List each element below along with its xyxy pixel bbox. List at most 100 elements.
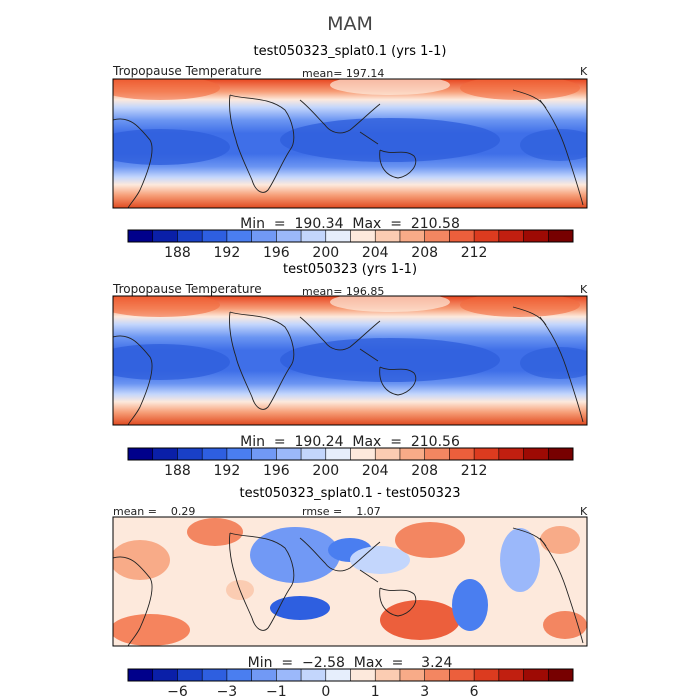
colorbar-swatch — [523, 669, 549, 681]
map-frame — [112, 78, 588, 209]
colorbar-tick-label: 192 — [214, 245, 241, 261]
colorbar-frame — [127, 229, 574, 243]
variable-label: Tropopause Temperature — [112, 64, 262, 78]
panel-experiment: test050323_splat0.1 (yrs 1-1) Tropopause… — [112, 44, 588, 261]
colorbar-tick-label: 200 — [312, 245, 339, 261]
panel-difference: test050323_splat0.1 - test050323 mean = … — [112, 486, 588, 700]
colorbar-swatch — [128, 230, 154, 242]
colorbar-swatch — [424, 230, 450, 242]
mean-label: mean= 197.14 — [302, 67, 384, 80]
map-field — [113, 79, 587, 208]
colorbar-frame — [127, 668, 574, 682]
colorbar: 188 192 196 200 204 208 212 — [127, 447, 574, 479]
colorbar-swatch — [424, 448, 450, 460]
colorbar-swatch — [276, 669, 302, 681]
colorbar-swatch — [325, 669, 351, 681]
unit-label: K — [580, 505, 588, 518]
colorbar-tick-label: 1 — [371, 684, 380, 700]
mean-label: mean= 196.85 — [302, 285, 384, 298]
colorbar-swatch — [152, 230, 178, 242]
colorbar-swatch — [177, 230, 203, 242]
colorbar-swatch — [399, 448, 426, 460]
minmax-label: Min = 190.34 Max = 210.58 — [240, 216, 460, 232]
colorbar-swatch — [350, 669, 376, 681]
colorbar-swatch — [424, 669, 450, 681]
coastlines — [113, 527, 584, 646]
colorbar-tick-label: 208 — [411, 245, 438, 261]
colorbar-tick-label: 188 — [164, 245, 191, 261]
figure-title: MAM — [327, 13, 373, 35]
colorbar-swatch — [226, 669, 253, 681]
colorbar-tick-label: −3 — [217, 684, 238, 700]
map-field — [113, 517, 587, 646]
unit-label: K — [580, 65, 588, 78]
colorbar-swatch — [548, 669, 574, 681]
colorbar-tick-label: 196 — [263, 245, 290, 261]
colorbar-swatch — [523, 230, 549, 242]
colorbar-tick-label: 6 — [470, 684, 479, 700]
colorbar-tick-label: −1 — [266, 684, 287, 700]
colorbar-swatch — [449, 230, 475, 242]
colorbar-swatch — [548, 448, 574, 460]
colorbar-swatch — [177, 448, 203, 460]
colorbar-swatch — [301, 230, 327, 242]
coastlines — [113, 306, 584, 425]
colorbar-swatch — [325, 230, 351, 242]
colorbar-swatch — [449, 669, 475, 681]
colorbar: −6 −3 −1 0 1 3 6 — [127, 668, 574, 700]
unit-label: K — [580, 283, 588, 296]
colorbar-tick-label: −6 — [167, 684, 188, 700]
map-field — [113, 296, 587, 425]
colorbar-tick-label: 192 — [214, 463, 241, 479]
panel-control: test050323 (yrs 1-1) Tropopause Temperat… — [112, 262, 588, 479]
colorbar-tick-label: 204 — [362, 245, 389, 261]
colorbar-tick-label: 200 — [312, 463, 339, 479]
colorbar-frame — [127, 447, 574, 461]
colorbar-swatch — [399, 230, 426, 242]
minmax-label: Min = −2.58 Max = 3.24 — [248, 655, 453, 671]
colorbar-tick-label: 212 — [461, 245, 488, 261]
colorbar-swatch — [474, 230, 500, 242]
colorbar-tick-label: 212 — [461, 463, 488, 479]
colorbar-swatch — [301, 669, 327, 681]
colorbar-swatch — [152, 448, 178, 460]
colorbar-swatch — [375, 448, 401, 460]
colorbar-swatch — [350, 230, 376, 242]
colorbar-tick-label: 196 — [263, 463, 290, 479]
coastlines — [113, 89, 584, 208]
colorbar-tick-label: 3 — [420, 684, 429, 700]
colorbar-swatch — [152, 669, 178, 681]
variable-label: Tropopause Temperature — [112, 282, 262, 296]
colorbar-swatch — [375, 669, 401, 681]
colorbar-swatch — [498, 230, 525, 242]
colorbar-swatch — [226, 230, 253, 242]
map-frame — [112, 516, 588, 647]
mean-label: mean = 0.29 — [113, 505, 195, 518]
colorbar-swatch — [474, 669, 500, 681]
colorbar-swatch — [548, 230, 574, 242]
colorbar-swatch — [523, 448, 549, 460]
colorbar-tick-label: 204 — [362, 463, 389, 479]
map-frame — [112, 295, 588, 426]
colorbar-swatch — [202, 448, 228, 460]
rmse-label: rmse = 1.07 — [302, 505, 381, 518]
colorbar-swatch — [128, 448, 154, 460]
colorbar-swatch — [226, 448, 253, 460]
colorbar-swatch — [399, 669, 426, 681]
colorbar-tick-label: 188 — [164, 463, 191, 479]
colorbar-tick-label: 0 — [321, 684, 330, 700]
colorbar-tick-label: 208 — [411, 463, 438, 479]
colorbar-swatch — [251, 230, 277, 242]
colorbar-swatch — [177, 669, 203, 681]
panel-title: test050323_splat0.1 - test050323 — [239, 486, 460, 501]
colorbar-swatch — [276, 448, 302, 460]
colorbar-swatch — [375, 230, 401, 242]
colorbar-swatch — [498, 448, 525, 460]
colorbar-swatch — [202, 230, 228, 242]
colorbar-swatch — [301, 448, 327, 460]
colorbar-swatch — [128, 669, 154, 681]
colorbar-swatch — [276, 230, 302, 242]
colorbar-swatch — [202, 669, 228, 681]
colorbar-swatch — [474, 448, 500, 460]
